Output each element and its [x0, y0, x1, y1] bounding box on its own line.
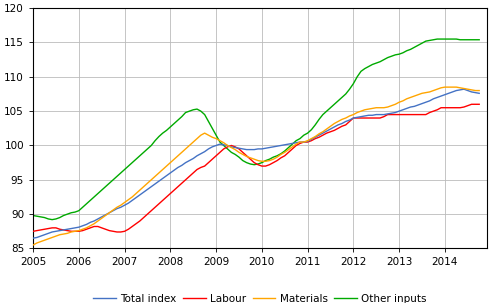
Materials: [122, 201, 128, 204]
Labour: [125, 228, 131, 231]
Other inputs: [476, 38, 482, 42]
Materials: [30, 243, 36, 247]
Materials: [442, 85, 448, 89]
Labour: [343, 123, 349, 127]
Total index: [30, 236, 36, 240]
Other inputs: [187, 109, 192, 113]
Labour: [114, 230, 120, 234]
Line: Other inputs: Other inputs: [33, 39, 479, 220]
Total index: [80, 224, 85, 228]
Materials: [381, 106, 387, 110]
Total index: [122, 203, 128, 207]
Other inputs: [49, 218, 55, 221]
Total index: [373, 113, 379, 116]
Materials: [80, 228, 85, 231]
Total index: [339, 122, 345, 125]
Total index: [381, 113, 387, 116]
Materials: [373, 106, 379, 110]
Legend: Total index, Labour, Materials, Other inputs: Total index, Labour, Materials, Other in…: [89, 290, 431, 303]
Materials: [183, 147, 189, 151]
Labour: [377, 116, 383, 120]
Labour: [468, 102, 474, 106]
Line: Materials: Materials: [33, 87, 479, 245]
Labour: [187, 175, 192, 178]
Other inputs: [83, 202, 89, 206]
Other inputs: [125, 164, 131, 168]
Materials: [339, 118, 345, 121]
Total index: [183, 161, 189, 165]
Labour: [476, 102, 482, 106]
Materials: [476, 89, 482, 92]
Other inputs: [377, 60, 383, 64]
Other inputs: [343, 92, 349, 96]
Labour: [30, 229, 36, 233]
Total index: [461, 87, 467, 91]
Other inputs: [435, 37, 440, 41]
Line: Total index: Total index: [33, 89, 479, 238]
Labour: [80, 229, 85, 232]
Line: Labour: Labour: [33, 104, 479, 232]
Other inputs: [30, 214, 36, 217]
Other inputs: [385, 56, 391, 59]
Labour: [385, 113, 391, 116]
Total index: [476, 92, 482, 95]
